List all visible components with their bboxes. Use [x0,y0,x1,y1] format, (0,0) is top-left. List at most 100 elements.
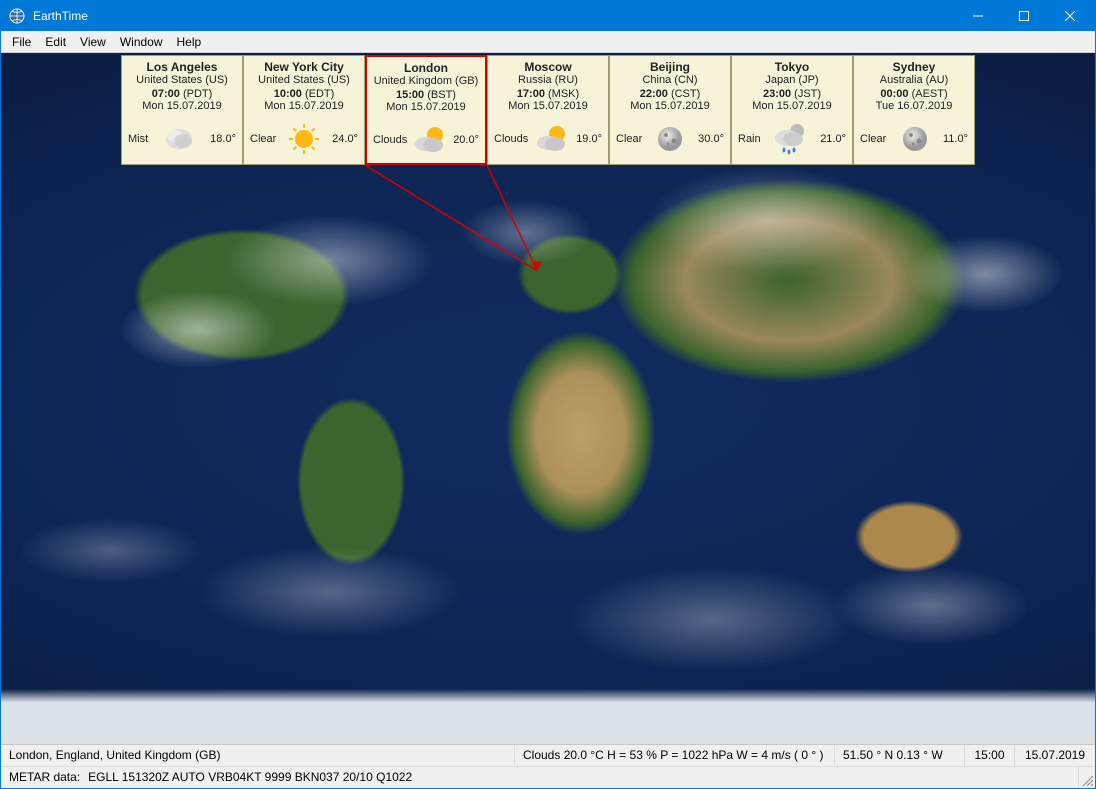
city-time-line: 07:00 (PDT) [124,88,240,100]
city-time: 15:00 [396,89,424,101]
menu-window[interactable]: Window [113,33,170,51]
weather-row: Clear24.0° [246,116,362,160]
metar-value: EGLL 151320Z AUTO VRB04KT 9999 BKN037 20… [88,770,412,784]
city-time-line: 23:00 (JST) [734,88,850,100]
city-time-line: 10:00 (EDT) [246,88,362,100]
weather-condition: Clear [616,133,642,145]
city-card[interactable]: TokyoJapan (JP) 23:00 (JST)Mon 15.07.2019… [731,55,853,165]
city-date: Mon 15.07.2019 [490,100,606,112]
city-country: Japan (JP) [734,74,850,86]
weather-temp: 19.0° [576,133,602,145]
menu-view[interactable]: View [73,33,113,51]
city-time-line: 22:00 (CST) [612,88,728,100]
status-row-2: METAR data: EGLL 151320Z AUTO VRB04KT 99… [1,767,1095,788]
city-date: Mon 15.07.2019 [124,100,240,112]
weather-condition: Mist [128,133,148,145]
city-name: Sydney [856,60,972,74]
status-weather: Clouds 20.0 °C H = 53 % P = 1022 hPa W =… [515,745,835,766]
city-time: 10:00 [274,88,302,100]
city-time-line: 00:00 (AEST) [856,88,972,100]
city-country: United Kingdom (GB) [369,75,483,87]
city-tz: (PDT) [183,88,212,100]
weather-temp: 11.0° [943,133,968,145]
menubar: File Edit View Window Help [1,31,1095,53]
city-country: United States (US) [124,74,240,86]
window-controls [955,1,1093,31]
weather-temp: 30.0° [698,133,724,145]
city-time-line: 17:00 (MSK) [490,88,606,100]
metar-label: METAR data: [9,770,80,784]
status-row-1: London, England, United Kingdom (GB) Clo… [1,745,1095,767]
city-name: Los Angeles [124,60,240,74]
weather-condition: Rain [738,133,761,145]
city-country: Russia (RU) [490,74,606,86]
sun-icon [285,120,323,158]
close-button[interactable] [1047,1,1093,31]
status-coords: 51.50 ° N 0.13 ° W [835,745,965,766]
city-date: Mon 15.07.2019 [246,100,362,112]
menu-file[interactable]: File [5,33,38,51]
rain-night-icon [771,120,809,158]
city-tz: (JST) [794,88,821,100]
moon-icon [651,120,689,158]
weather-temp: 21.0° [820,133,846,145]
city-tz: (AEST) [912,88,948,100]
partly-cloudy-icon [533,120,571,158]
city-card[interactable]: MoscowRussia (RU) 17:00 (MSK)Mon 15.07.20… [487,55,609,165]
weather-temp: 20.0° [453,134,479,146]
weather-row: Clear 30.0° [612,116,728,160]
city-card[interactable]: Los AngelesUnited States (US) 07:00 (PDT)… [121,55,243,165]
city-card[interactable]: BeijingChina (CN)22:00 (CST)Mon 15.07.20… [609,55,731,165]
city-date: Tue 16.07.2019 [856,100,972,112]
city-name: Beijing [612,60,728,74]
weather-temp: 18.0° [210,133,236,145]
maximize-button[interactable] [1001,1,1047,31]
city-time: 00:00 [880,88,908,100]
menu-help[interactable]: Help [170,33,209,51]
city-country: China (CN) [612,74,728,86]
weather-condition: Clear [860,133,886,145]
city-date: Mon 15.07.2019 [369,101,483,113]
resize-grip[interactable] [1079,767,1095,788]
city-card[interactable]: SydneyAustralia (AU) 00:00 (AEST)Tue 16.0… [853,55,975,165]
city-name: London [369,61,483,75]
city-tz: (CST) [671,88,700,100]
weather-row: Clear 11.0° [856,116,972,160]
statusbar: London, England, United Kingdom (GB) Clo… [1,744,1095,788]
city-country: Australia (AU) [856,74,972,86]
moon-icon [896,120,934,158]
city-time: 23:00 [763,88,791,100]
city-tz: (MSK) [548,88,579,100]
city-time: 07:00 [152,88,180,100]
city-date: Mon 15.07.2019 [734,100,850,112]
city-name: Moscow [490,60,606,74]
app-icon [9,8,25,24]
city-name: New York City [246,60,362,74]
status-location: London, England, United Kingdom (GB) [1,745,515,766]
menu-edit[interactable]: Edit [38,33,73,51]
window-title: EarthTime [33,9,955,23]
map-viewport[interactable]: Los AngelesUnited States (US) 07:00 (PDT)… [1,53,1095,744]
mist-icon [160,120,198,158]
weather-row: Rain 21.0° [734,116,850,160]
city-tz: (BST) [427,89,456,101]
status-date: 15.07.2019 [1015,745,1095,766]
status-time: 15:00 [965,745,1015,766]
titlebar: EarthTime [1,1,1095,31]
minimize-button[interactable] [955,1,1001,31]
weather-condition: Clouds [494,133,528,145]
city-name: Tokyo [734,60,850,74]
weather-row: Clouds 19.0° [490,116,606,160]
city-time: 22:00 [640,88,668,100]
weather-condition: Clouds [373,134,407,146]
city-time: 17:00 [517,88,545,100]
city-cards-row: Los AngelesUnited States (US) 07:00 (PDT)… [1,55,1095,165]
weather-condition: Clear [250,133,276,145]
partly-cloudy-icon [411,121,449,159]
city-time-line: 15:00 (BST) [369,89,483,101]
city-card[interactable]: New York CityUnited States (US)10:00 (ED… [243,55,365,165]
city-card[interactable]: LondonUnited Kingdom (GB) 15:00 (BST)Mon … [365,55,487,165]
city-tz: (EDT) [305,88,334,100]
weather-row: Mist 18.0° [124,116,240,160]
status-metar: METAR data: EGLL 151320Z AUTO VRB04KT 99… [1,767,1079,788]
